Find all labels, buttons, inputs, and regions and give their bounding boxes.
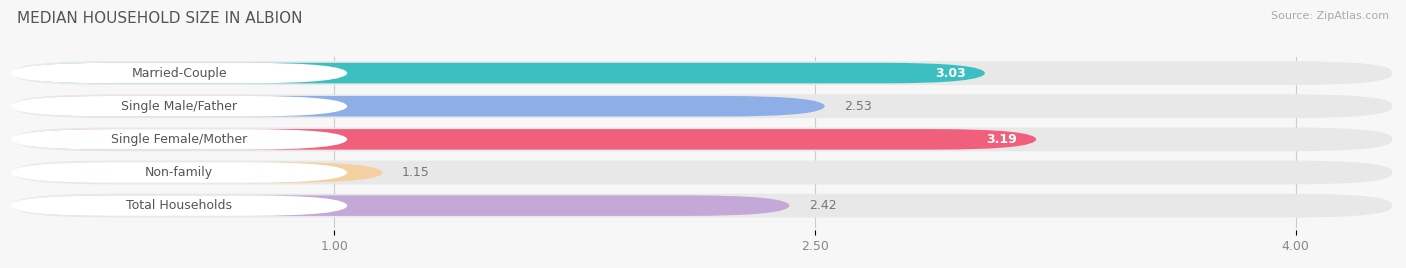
FancyBboxPatch shape [14,63,986,83]
FancyBboxPatch shape [14,162,382,183]
Text: MEDIAN HOUSEHOLD SIZE IN ALBION: MEDIAN HOUSEHOLD SIZE IN ALBION [17,11,302,26]
FancyBboxPatch shape [14,195,790,216]
Text: Non-family: Non-family [145,166,214,179]
FancyBboxPatch shape [14,96,825,117]
FancyBboxPatch shape [11,96,347,117]
Text: 3.19: 3.19 [986,133,1017,146]
Text: Total Households: Total Households [127,199,232,212]
Text: 2.42: 2.42 [808,199,837,212]
Text: 3.03: 3.03 [935,66,966,80]
Text: Married-Couple: Married-Couple [131,66,226,80]
FancyBboxPatch shape [14,129,1036,150]
Text: 2.53: 2.53 [844,100,872,113]
Text: Single Male/Father: Single Male/Father [121,100,238,113]
FancyBboxPatch shape [14,94,1392,118]
FancyBboxPatch shape [11,162,347,183]
FancyBboxPatch shape [14,161,1392,184]
FancyBboxPatch shape [11,195,347,216]
FancyBboxPatch shape [11,63,347,83]
Text: Source: ZipAtlas.com: Source: ZipAtlas.com [1271,11,1389,21]
FancyBboxPatch shape [14,127,1392,151]
FancyBboxPatch shape [14,194,1392,218]
Text: Single Female/Mother: Single Female/Mother [111,133,247,146]
Text: 1.15: 1.15 [402,166,430,179]
FancyBboxPatch shape [11,129,347,150]
FancyBboxPatch shape [14,61,1392,85]
